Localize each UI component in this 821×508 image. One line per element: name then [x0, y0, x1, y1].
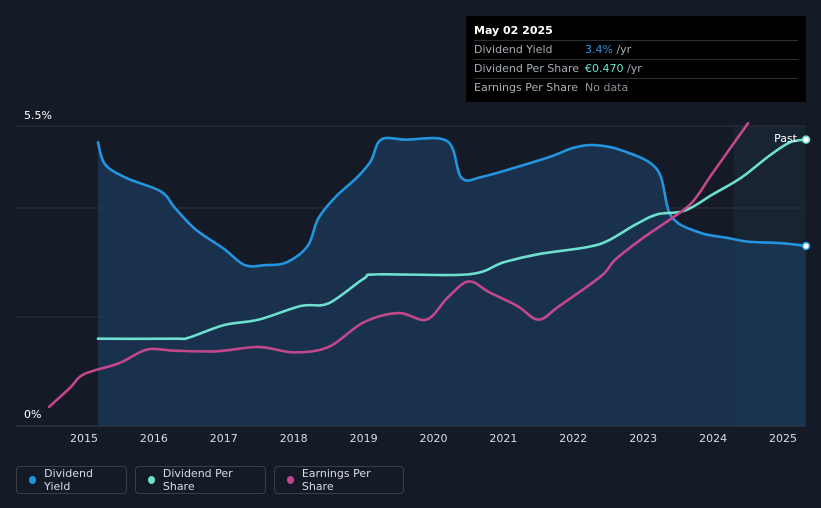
tooltip-label: Dividend Yield — [474, 43, 553, 56]
tooltip-value: No data — [585, 79, 628, 97]
tooltip-row-earnings-per-share: Earnings Per Share No data — [474, 78, 798, 97]
tooltip-value: €0.470 /yr — [585, 60, 642, 78]
series-lines — [47, 122, 805, 409]
tooltip-value-unit: /yr — [623, 62, 642, 75]
dividend-yield-area — [97, 137, 807, 426]
tooltip-value: 3.4% /yr — [585, 41, 631, 59]
x-tick-label: 2019 — [350, 432, 378, 445]
tooltip-row-dividend-per-share: Dividend Per Share €0.470 /yr — [474, 59, 798, 78]
x-tick-label: 2020 — [420, 432, 448, 445]
past-label: Past — [774, 132, 798, 145]
x-tick-label: 2025 — [769, 432, 797, 445]
x-axis-ticks: 2015 2016 2017 2018 2019 2020 2021 2022 2023 2024… — [70, 432, 797, 445]
x-tick-label: 2016 — [140, 432, 168, 445]
y-tick-label: 5.5% — [24, 109, 52, 122]
x-tick-label: 2021 — [489, 432, 517, 445]
legend-dot-icon — [148, 476, 155, 484]
legend-dot-icon — [287, 476, 294, 484]
y-tick-label: 0% — [24, 408, 41, 421]
tooltip-value-number: 3.4% — [585, 43, 613, 56]
legend-item-dividend-per-share[interactable]: Dividend Per Share — [135, 466, 266, 494]
tooltip-card: May 02 2025 Dividend Yield 3.4% /yr Divi… — [466, 16, 806, 102]
tooltip-label: Earnings Per Share — [474, 81, 579, 94]
legend-label: Dividend Per Share — [162, 467, 233, 493]
legend-label: Earnings Per Share — [301, 467, 371, 493]
dividend-per-share-line — [96, 138, 805, 341]
legend-item-earnings-per-share[interactable]: Earnings Per Share — [274, 466, 404, 494]
tooltip-date: May 02 2025 — [474, 24, 553, 37]
tooltip-row-dividend-yield: Dividend Yield 3.4% /yr — [474, 40, 798, 59]
y-axis-ticks: 5.5% 0% — [24, 109, 52, 421]
tooltip-label: Dividend Per Share — [474, 62, 580, 75]
legend-dot-icon — [29, 476, 37, 484]
earnings-per-share-line — [47, 122, 750, 409]
series-end-marker — [801, 241, 811, 251]
legend-item-dividend-yield[interactable]: Dividend Yield — [16, 466, 127, 494]
x-tick-label: 2024 — [699, 432, 727, 445]
series-end-marker — [801, 135, 811, 144]
x-tick-label: 2017 — [210, 432, 238, 445]
x-tick-label: 2022 — [559, 432, 587, 445]
tooltip-value-number: No data — [585, 81, 629, 94]
x-tick-label: 2023 — [629, 432, 657, 445]
tooltip-value-number: €0.470 — [585, 62, 624, 75]
yield-area-fill — [97, 137, 807, 426]
legend-label: Dividend Yield — [44, 467, 93, 493]
x-tick-label: 2018 — [280, 432, 308, 445]
x-tick-label: 2015 — [70, 432, 98, 445]
tooltip-value-unit: /yr — [612, 43, 632, 56]
